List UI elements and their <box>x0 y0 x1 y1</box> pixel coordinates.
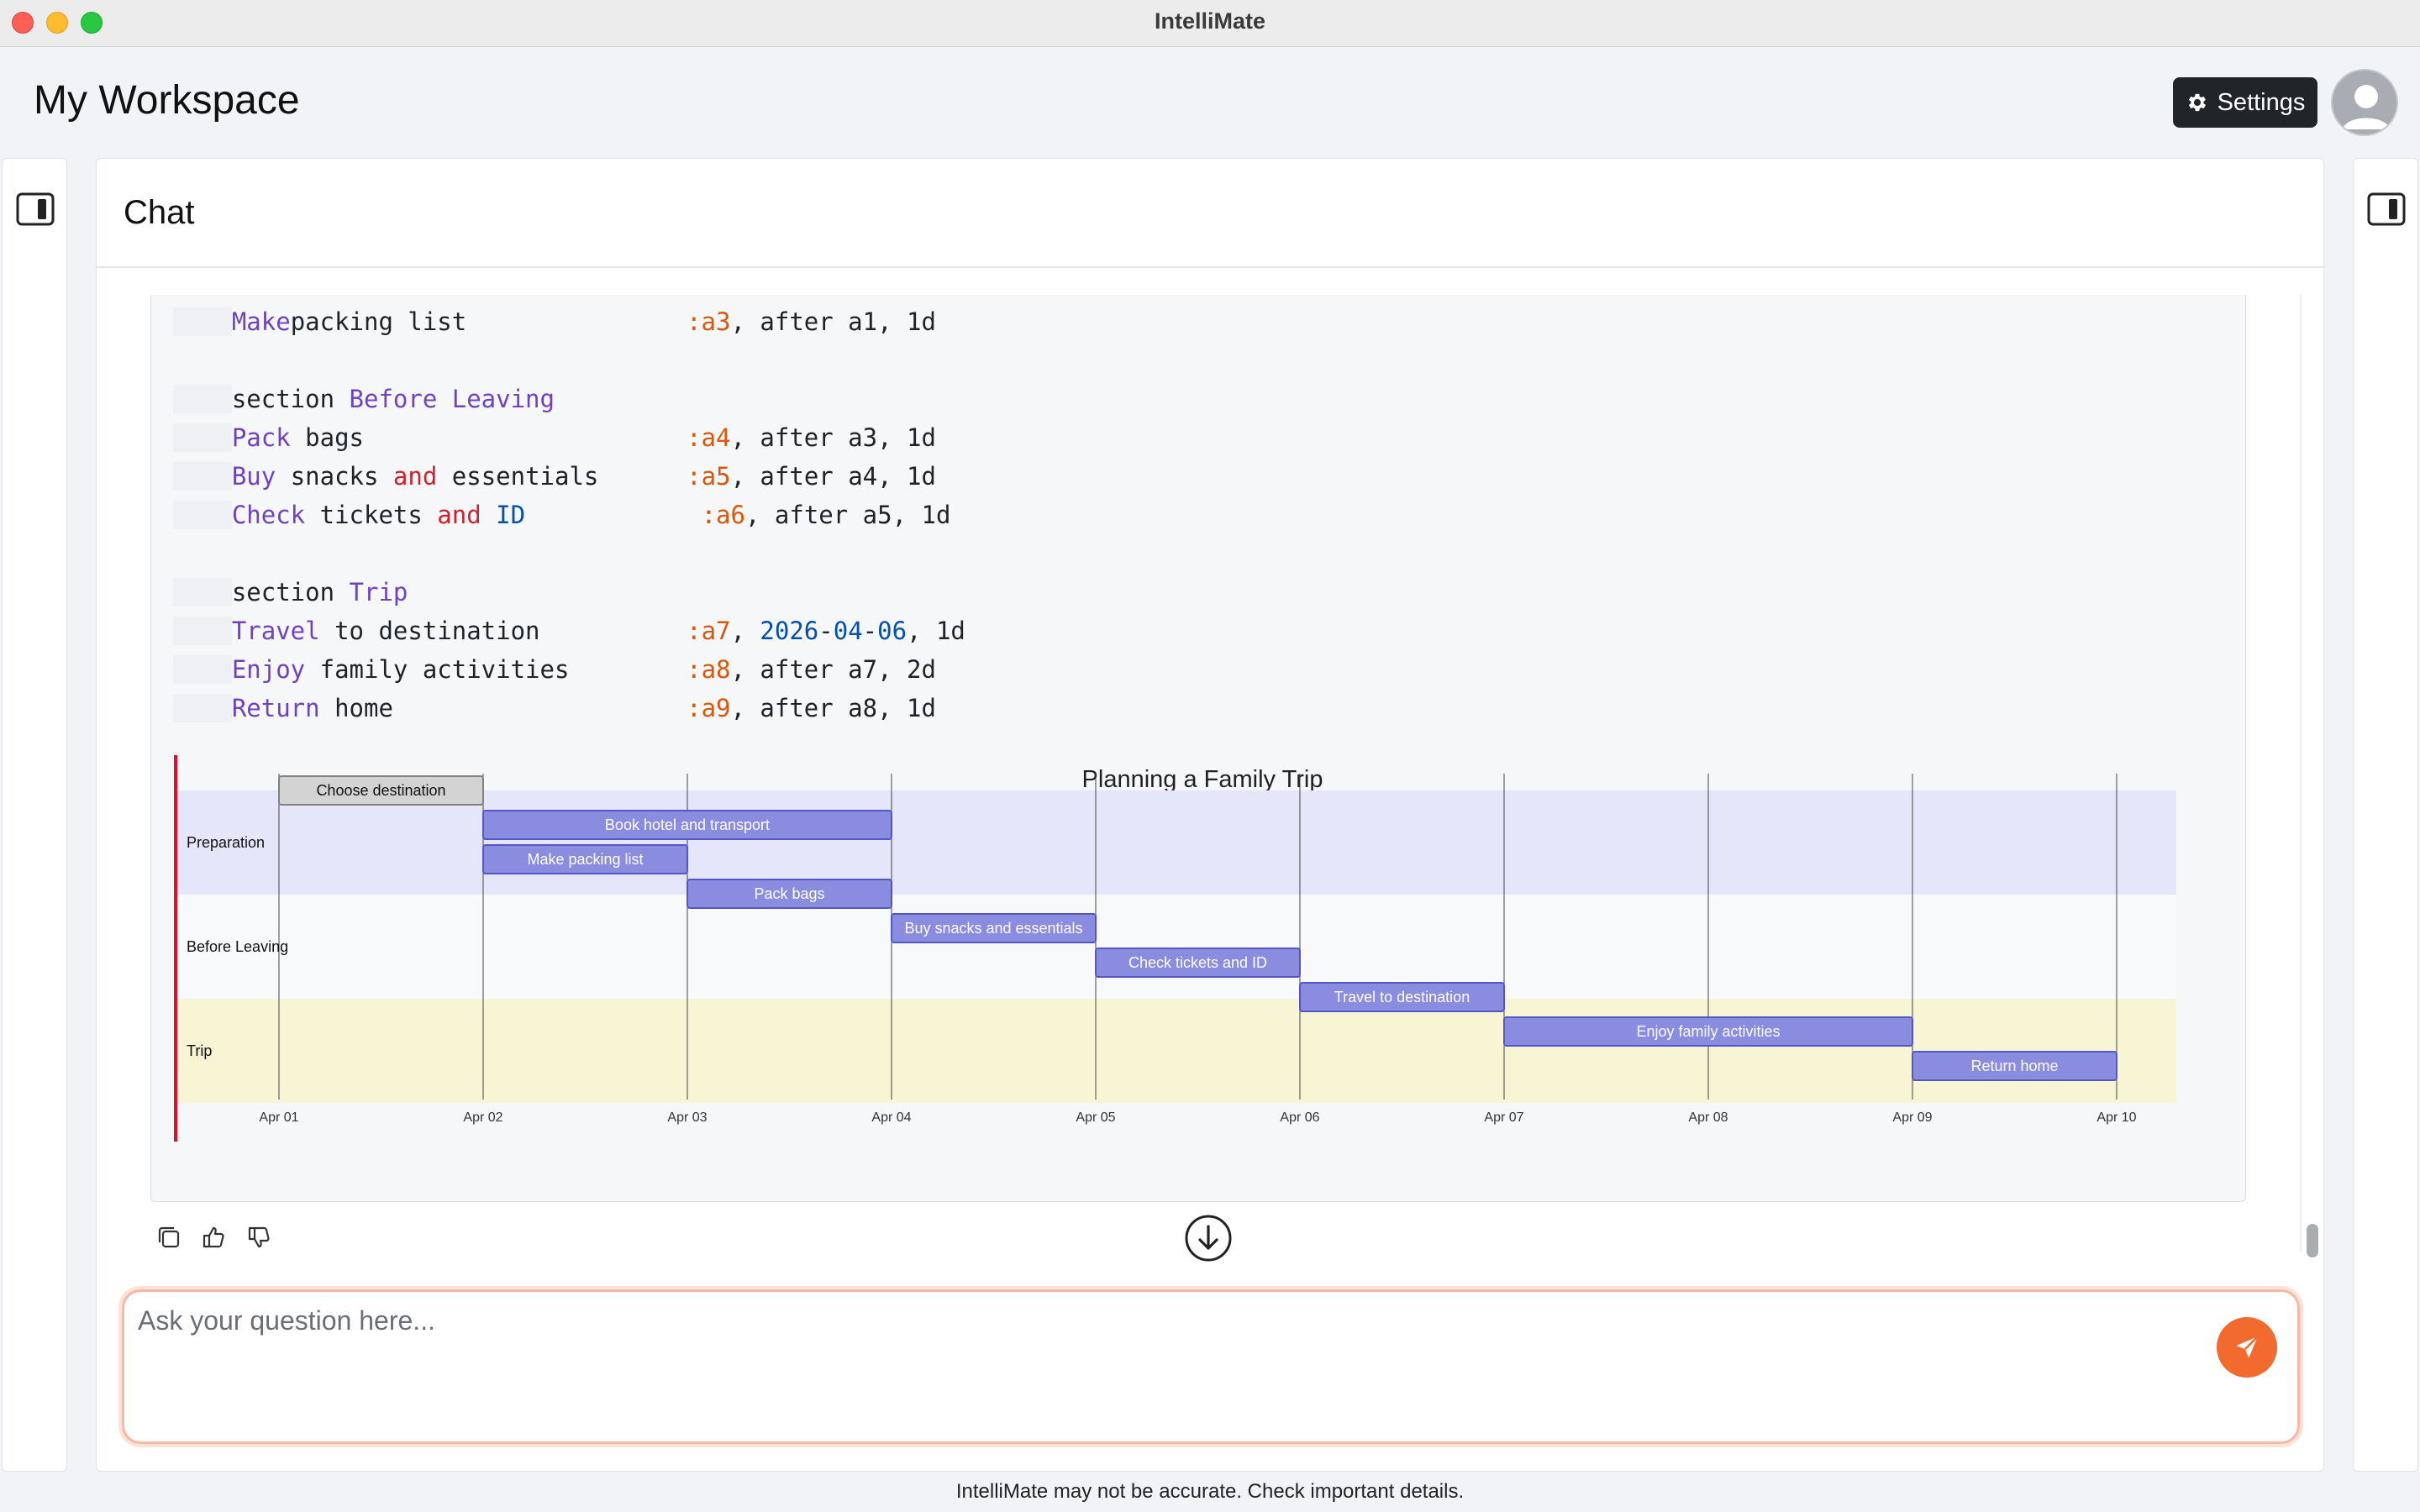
scroll-down-icon[interactable] <box>1184 1214 1233 1263</box>
x-tick-label: Apr 10 <box>2096 1110 2136 1125</box>
chart-title: Planning a Family Trip <box>1082 766 1323 793</box>
page-title: My Workspace <box>34 78 300 123</box>
x-tick-label: Apr 04 <box>871 1110 911 1125</box>
task-label: Pack bags <box>754 885 824 902</box>
thumbs-up-icon[interactable] <box>201 1224 228 1251</box>
task-label: Travel to destination <box>1334 989 1470 1005</box>
window-title: IntelliMate <box>1154 8 1266 34</box>
code-block: Makepacking list :a3, after a1, 1d secti… <box>150 295 2246 1202</box>
scrollbar[interactable] <box>2307 1224 2318 1257</box>
task-bar <box>1095 948 1301 978</box>
x-tick-label: Apr 09 <box>1892 1110 1932 1125</box>
x-tick-label: Apr 03 <box>667 1110 707 1125</box>
gantt-chart: Planning a Family Trip Apr 01 Apr 02 Apr 03… <box>174 755 2176 1142</box>
task-bar <box>482 810 892 840</box>
scroll-track <box>2300 295 2302 1252</box>
code-line: Buy snacks and essentials :a5, after a4,… <box>173 459 936 493</box>
task-label: Book hotel and transport <box>605 816 770 833</box>
window-titlebar: IntelliMate <box>0 0 2420 47</box>
user-icon <box>2343 85 2390 129</box>
avatar[interactable] <box>2331 69 2398 136</box>
task-label: Check tickets and ID <box>1128 954 1267 971</box>
message-actions <box>155 1224 273 1251</box>
task-bar <box>1912 1051 2118 1081</box>
section-band <box>176 999 2176 1103</box>
code-line: Travel to destination :a7, 2026-04-06, 1… <box>173 614 965 648</box>
chat-header: Chat <box>97 159 2323 268</box>
window-close-button[interactable] <box>12 12 34 34</box>
window-minimize-button[interactable] <box>46 12 68 34</box>
sidebar-toggle-icon[interactable] <box>16 192 55 226</box>
gear-icon <box>2188 93 2206 112</box>
task-bar <box>278 775 484 806</box>
settings-label: Settings <box>2217 88 2306 116</box>
task-label: Make packing list <box>527 851 643 868</box>
question-input[interactable] <box>138 1305 2188 1423</box>
task-bar <box>482 844 688 874</box>
code-line: Return home :a9, after a8, 1d <box>173 691 936 725</box>
code-line: Makepacking list :a3, after a1, 1d <box>173 305 936 339</box>
thumbs-down-icon[interactable] <box>246 1224 273 1251</box>
task-label: Return home <box>1970 1058 2058 1074</box>
task-label: Enjoy family activities <box>1636 1023 1780 1040</box>
chat-panel: Chat Makepacking list :a3, after a1, 1d … <box>96 158 2324 1472</box>
x-tick-label: Apr 06 <box>1280 1110 1319 1125</box>
x-tick-label: Apr 01 <box>259 1110 298 1125</box>
code-line: Check tickets and ID :a6, after a5, 1d <box>173 498 950 532</box>
task-label: Buy snacks and essentials <box>904 920 1082 937</box>
task-bar <box>1503 1016 1913 1047</box>
window-maximize-button[interactable] <box>81 12 103 34</box>
section-label: Before Leaving <box>187 938 288 955</box>
question-input-wrapper <box>122 1289 2300 1444</box>
x-tick-label: Apr 08 <box>1688 1110 1728 1125</box>
code-line: Enjoy family activities :a8, after a7, 2… <box>173 653 936 686</box>
copy-icon[interactable] <box>155 1224 182 1251</box>
left-sidebar <box>2 158 67 1472</box>
code-line: section Trip <box>173 575 408 609</box>
task-bar <box>1299 982 1505 1012</box>
settings-button[interactable]: Settings <box>2173 77 2317 128</box>
disclaimer: IntelliMate may not be accurate. Check i… <box>955 1480 1465 1503</box>
task-bar <box>687 879 892 909</box>
send-button[interactable] <box>2217 1317 2277 1378</box>
section-label: Preparation <box>187 834 265 851</box>
section-band <box>176 790 2176 895</box>
task-bar <box>891 913 1097 943</box>
send-icon <box>2236 1336 2259 1358</box>
sidebar-toggle-icon[interactable] <box>2367 192 2406 226</box>
code-line: Pack bags :a4, after a3, 1d <box>173 421 936 454</box>
chat-title: Chat <box>124 194 195 231</box>
x-tick-label: Apr 07 <box>1484 1110 1523 1125</box>
section-label: Trip <box>187 1042 212 1059</box>
right-sidebar <box>2353 158 2418 1472</box>
x-tick-label: Apr 05 <box>1076 1110 1115 1125</box>
code-line: section Before Leaving <box>173 382 555 416</box>
section-band <box>176 895 2176 999</box>
x-tick-label: Apr 02 <box>463 1110 502 1125</box>
task-label: Choose destination <box>316 782 445 799</box>
